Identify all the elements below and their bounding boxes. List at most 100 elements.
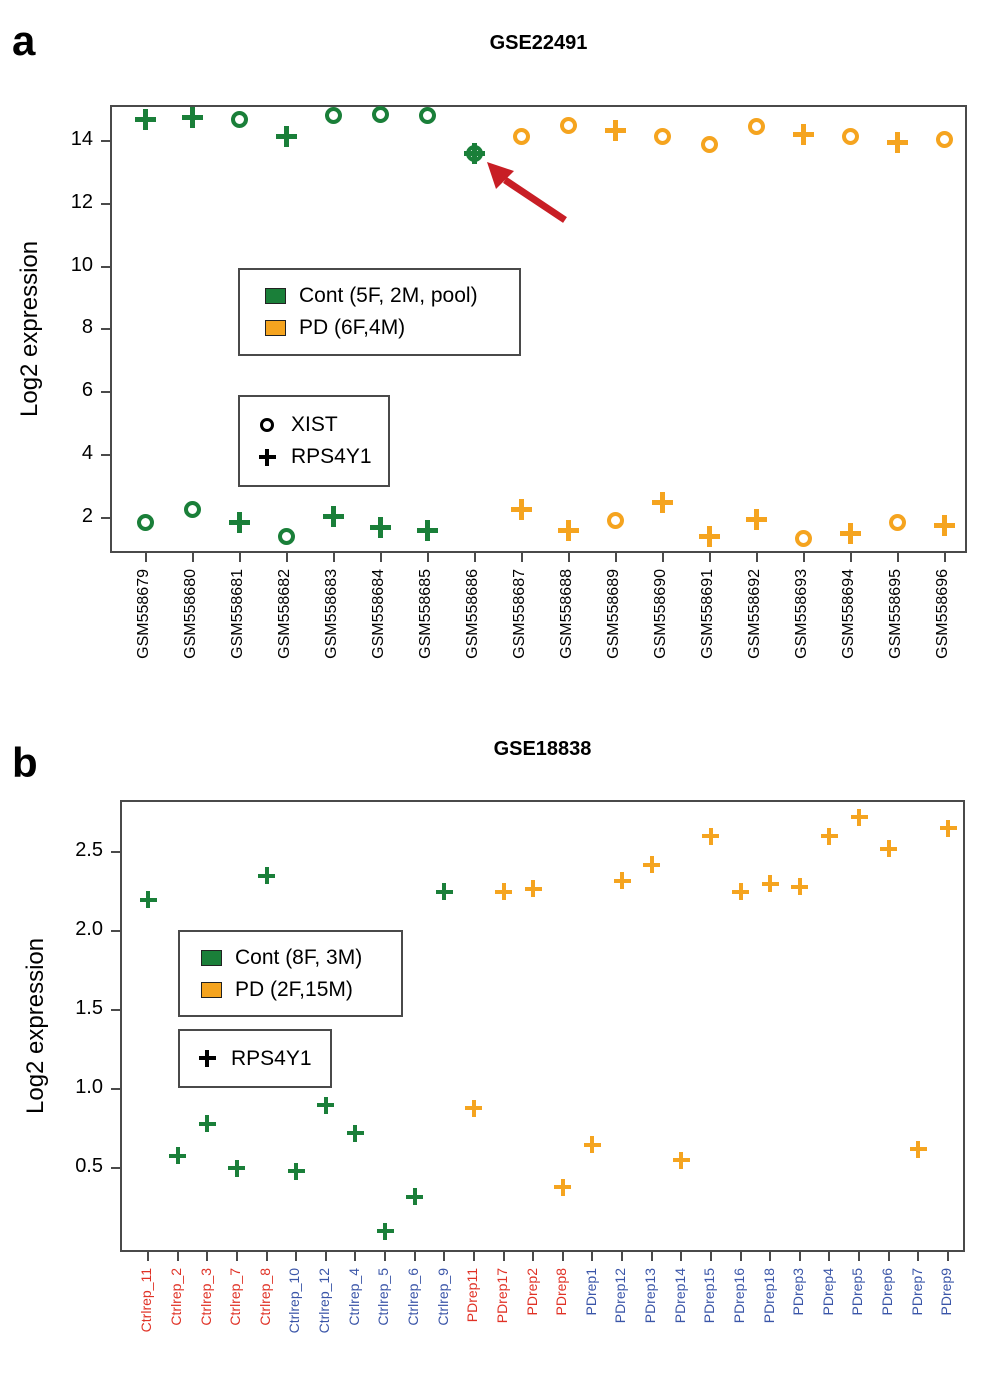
y-tick — [111, 1167, 120, 1170]
panel-b-title: GSE18838 — [493, 738, 592, 760]
x-tick-label: GSM558692 — [745, 569, 763, 659]
data-point-rps4y1-plus — [370, 516, 392, 538]
panel-b-group-legend: Cont (8F, 3M) PD (2F,15M) — [178, 930, 403, 1017]
data-point-xist-circle — [278, 528, 296, 546]
x-tick-label: PDrep7 — [908, 1268, 925, 1316]
panel-b-y-axis-label: Log2 expression — [22, 937, 49, 1115]
y-tick — [111, 1088, 120, 1091]
data-point-rps4y1-plus — [652, 491, 674, 513]
y-tick-label: 2.5 — [75, 839, 103, 862]
data-point-rps4y1-plus — [820, 827, 838, 845]
swatch-cell — [200, 949, 222, 966]
x-tick-label: PDrep4 — [819, 1268, 836, 1316]
cont-color-swatch-icon — [200, 949, 222, 966]
y-tick-label: 14 — [70, 128, 93, 151]
y-tick-label: 12 — [70, 190, 93, 213]
legend-label-pd: PD (6F,4M) — [299, 316, 406, 339]
x-tick — [332, 553, 335, 562]
x-tick-label: GSM558682 — [275, 569, 293, 659]
x-tick-label: PDrep5 — [849, 1268, 866, 1316]
panel-a-group-legend: Cont (5F, 2M, pool) PD (6F,4M) — [238, 268, 521, 356]
x-tick — [943, 553, 946, 562]
data-point-rps4y1-plus — [909, 1140, 927, 1158]
data-point-rps4y1-plus — [317, 1096, 335, 1114]
data-point-rps4y1-plus — [465, 1099, 483, 1117]
data-point-rps4y1-plus — [761, 875, 779, 893]
data-point-rps4y1-plus — [169, 1147, 187, 1165]
panel-b-plot-area — [120, 800, 965, 1252]
data-point-rps4y1-plus — [228, 1159, 246, 1177]
legend-row-rps4y1: RPS4Y1 — [240, 445, 388, 469]
y-tick-label: 2.0 — [75, 918, 103, 941]
legend-row-xist: XIST — [240, 413, 388, 437]
red-arrow-annotation-icon — [486, 161, 567, 223]
x-tick-label: GSM558687 — [510, 569, 528, 659]
y-tick — [101, 202, 110, 205]
marker-cell — [196, 1050, 218, 1067]
data-point-xist-circle — [231, 110, 249, 128]
x-tick-label: PDrep15 — [701, 1268, 718, 1324]
x-tick-label: GSM558693 — [792, 569, 810, 659]
y-tick — [101, 140, 110, 143]
legend-row-cont: Cont (5F, 2M, pool) — [240, 284, 519, 308]
legend-label-cont: Cont (5F, 2M, pool) — [299, 284, 478, 307]
panel-a-gene-legend: XIST RPS4Y1 — [238, 395, 390, 487]
data-point-xist-circle — [889, 514, 907, 532]
x-tick — [443, 1252, 446, 1261]
x-tick-label: PDrep18 — [760, 1268, 777, 1324]
x-tick-label: GSM558684 — [369, 569, 387, 659]
x-tick-label: Ctrlrep_8 — [256, 1268, 273, 1326]
x-tick-label: Ctrlrep_4 — [345, 1268, 362, 1326]
x-tick — [502, 1252, 505, 1261]
legend-row-pd: PD (2F,15M) — [180, 978, 401, 1002]
x-tick — [947, 1252, 949, 1261]
x-tick — [567, 553, 570, 562]
x-tick — [354, 1252, 357, 1261]
data-point-rps4y1-plus — [887, 132, 909, 154]
x-tick-label: PDrep1 — [582, 1268, 599, 1316]
rps4y1-plus-marker-icon — [198, 1050, 216, 1067]
x-tick — [144, 553, 147, 562]
data-point-xist-circle — [936, 131, 954, 149]
x-tick — [147, 1252, 149, 1261]
legend-row-cont: Cont (8F, 3M) — [180, 946, 401, 970]
y-tick-label: 6 — [81, 379, 93, 402]
x-tick — [849, 553, 852, 562]
panel-a-letter: a — [12, 17, 36, 64]
data-point-rps4y1-plus — [511, 499, 533, 521]
rps4y1-plus-marker-icon — [258, 448, 276, 466]
x-tick-label: GSM558683 — [322, 569, 340, 659]
data-point-rps4y1-plus — [554, 1178, 572, 1196]
x-tick — [384, 1252, 387, 1261]
data-point-xist-circle — [842, 127, 860, 145]
y-tick-label: 4 — [81, 442, 93, 465]
x-tick — [379, 553, 382, 562]
data-point-rps4y1-plus — [323, 505, 345, 527]
data-point-rps4y1-plus — [495, 883, 513, 901]
x-tick-label: GSM558695 — [886, 569, 904, 659]
data-point-xist-circle — [513, 127, 531, 145]
data-point-rps4y1-plus — [672, 1151, 690, 1169]
x-tick-label: Ctrlrep_5 — [375, 1268, 392, 1326]
panel-a-title: GSE22491 — [489, 32, 588, 54]
x-tick-label: GSM558696 — [933, 569, 951, 659]
panel-b-gene-legend: RPS4Y1 — [178, 1029, 332, 1088]
x-tick-label: PDrep11 — [464, 1268, 481, 1323]
data-point-xist-circle — [137, 514, 155, 532]
x-tick — [591, 1252, 594, 1261]
x-tick — [285, 553, 288, 562]
data-point-rps4y1-plus — [139, 891, 157, 909]
x-tick — [650, 1252, 653, 1261]
legend-label-pd: PD (2F,15M) — [235, 977, 353, 1001]
data-point-xist-circle — [419, 107, 437, 125]
x-tick — [324, 1252, 327, 1261]
y-tick-label: 1.5 — [75, 997, 103, 1020]
y-tick — [111, 851, 120, 854]
x-tick — [896, 553, 899, 562]
x-tick-label: GSM558685 — [416, 569, 434, 659]
x-tick — [238, 553, 241, 562]
x-tick — [265, 1252, 268, 1261]
panel-b-letter: b — [12, 739, 38, 786]
data-point-xist-circle — [184, 501, 202, 519]
data-point-xist-circle — [325, 107, 343, 125]
